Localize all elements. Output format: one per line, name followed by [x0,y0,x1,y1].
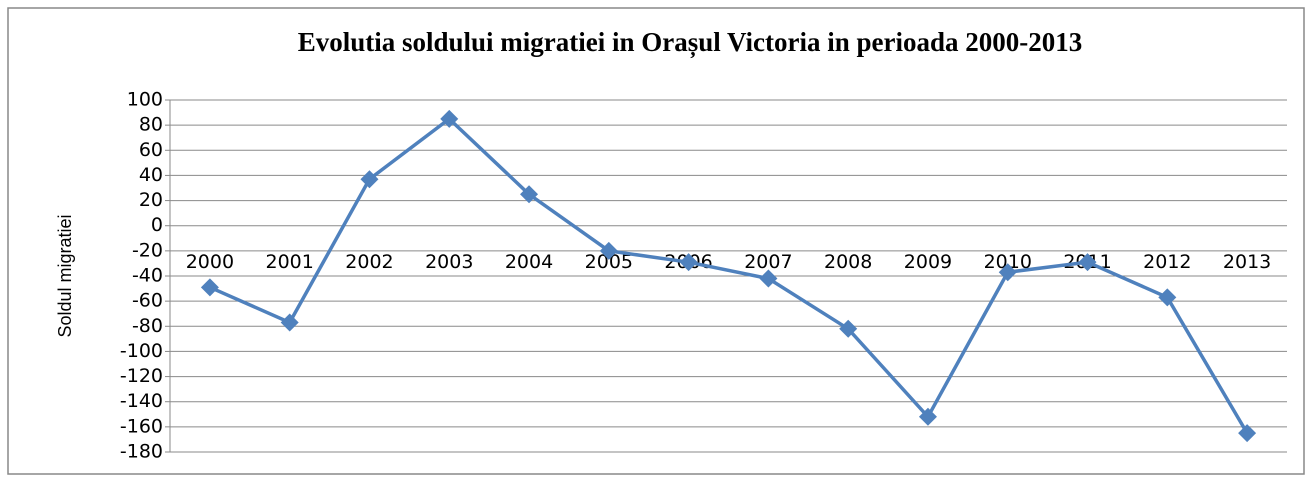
point-marker [839,319,858,338]
y-tick-label: -80 [132,315,163,337]
y-tick-label: -20 [132,239,163,261]
y-tick-label: -140 [120,390,163,412]
x-tick-label: 2000 [186,251,234,273]
x-tick-label: 2003 [425,251,473,273]
y-tick-label: -40 [132,265,163,287]
y-axis-label: Soldul migratiei [55,214,75,337]
x-tick-label: 2007 [744,251,792,273]
point-marker [599,241,618,260]
point-marker [520,185,539,204]
x-tick-label: 2002 [345,251,393,273]
point-marker [998,263,1017,282]
x-tick-label: 2005 [585,251,633,273]
y-tick-label: 60 [139,139,163,161]
point-marker [918,407,937,426]
x-tick-label: 2001 [265,251,313,273]
point-marker [440,109,459,128]
x-tick-label: 2004 [505,251,553,273]
y-tick-label: -100 [120,340,163,362]
point-marker [1078,253,1097,272]
chart-border [7,7,1305,475]
y-tick-label: 80 [139,114,163,136]
x-tick-label: 2013 [1223,251,1271,273]
y-tick-label: 40 [139,164,163,186]
point-marker [200,278,219,297]
y-tick-label: 20 [139,189,163,211]
x-tick-label: 2012 [1143,251,1191,273]
point-marker [1158,288,1177,307]
x-tick-label: 2009 [904,251,952,273]
series-line [209,116,1249,435]
point-marker [1238,424,1257,443]
y-tick-label: -180 [120,441,163,463]
x-tick-label: 2010 [984,251,1032,273]
y-tick-label: -60 [132,290,163,312]
point-marker [360,170,379,189]
chart-title: Evolutia soldului migratiei in Orașul Vi… [298,27,1083,58]
y-tick-label: -120 [120,365,163,387]
point-marker [679,253,698,272]
x-tick-label: 2008 [824,251,872,273]
point-marker [280,313,299,332]
y-tick-label: -160 [120,415,163,437]
y-tick-label: 100 [127,89,163,111]
y-tick-label: 0 [151,214,163,236]
point-marker [759,269,778,288]
